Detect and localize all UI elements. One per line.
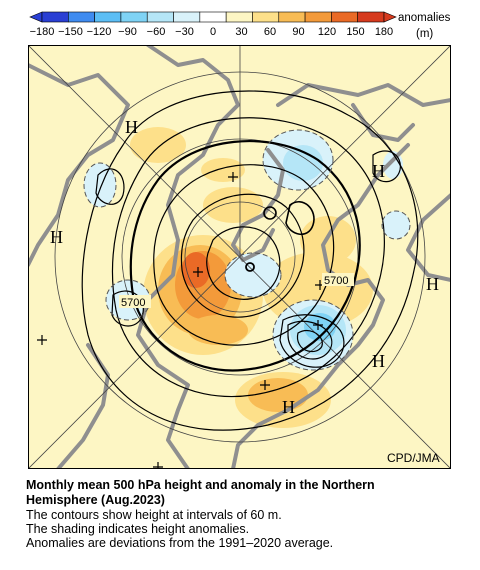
- height-contours: [81, 90, 419, 431]
- legend-tick-labels: −180 −150 −120 −90 −60 −30 0 30 60 90 120 150 180: [30, 26, 394, 38]
- high-label: H: [282, 397, 295, 417]
- legend-tick-label: −30: [175, 26, 194, 38]
- legend-tick-label: 90: [292, 26, 304, 38]
- high-pressure-labels: H H H H H H: [50, 117, 439, 417]
- caption-contour-note: The contours show height at intervals of…: [26, 508, 282, 522]
- legend-tick-label: −60: [147, 26, 166, 38]
- caption-shading-note: The shading indicates height anomalies.: [26, 522, 250, 536]
- high-label: H: [125, 117, 138, 137]
- legend-title: anomalies: [398, 12, 451, 24]
- legend-tick-label: 180: [375, 26, 393, 38]
- legend-swatch: [225, 11, 253, 23]
- legend-swatch: [252, 11, 280, 23]
- high-label: H: [426, 274, 439, 294]
- map-credit: CPD/JMA: [387, 451, 440, 465]
- legend-swatch: [68, 11, 95, 23]
- high-label: H: [372, 161, 385, 181]
- high-label: H: [50, 227, 63, 247]
- legend-swatch: [173, 11, 201, 23]
- center-markers: [37, 172, 325, 469]
- caption-anomaly-note: Anomalies are deviations from the 1991–2…: [26, 536, 334, 550]
- legend-unit: (m): [416, 28, 433, 40]
- caption-title-line1: Monthly mean 500 hPa height and anomaly …: [26, 478, 375, 492]
- legend-tick-label: 60: [264, 26, 276, 38]
- contour-label: 5700: [121, 297, 145, 309]
- legend-color-bar: [29, 11, 397, 23]
- continent-outlines: [28, 45, 451, 469]
- legend-right-arrow: [383, 11, 397, 23]
- graticule: [28, 45, 451, 469]
- legend-tick-label: −180: [30, 26, 55, 38]
- legend-tick-label: −150: [58, 26, 83, 38]
- legend-swatch: [357, 11, 385, 23]
- legend-swatch: [199, 11, 227, 23]
- caption-title-line2: Hemisphere (Aug.2023): [26, 493, 165, 507]
- legend-tick-label: 0: [210, 26, 216, 38]
- map-frame: [28, 45, 451, 469]
- legend-swatch: [120, 11, 148, 23]
- figure-caption: Monthly mean 500 hPa height and anomaly …: [26, 478, 466, 550]
- legend-tick-label: 30: [235, 26, 247, 38]
- legend-swatch: [278, 11, 306, 23]
- polar-stereographic-map: H H H H H H 5700 5700 CPD/JMA: [28, 45, 451, 469]
- positive-anomaly-shading: [130, 127, 373, 428]
- legend-swatch: [41, 11, 69, 23]
- legend-tick-label: −120: [87, 26, 112, 38]
- legend-tick-label: 120: [318, 26, 336, 38]
- legend-tick-label: 150: [346, 26, 364, 38]
- legend-swatch: [304, 11, 332, 23]
- contour-value-labels: 5700 5700: [119, 273, 354, 309]
- legend-swatch: [94, 11, 122, 23]
- legend-left-arrow: [29, 11, 43, 23]
- legend-swatch: [331, 11, 358, 23]
- legend-swatch: [146, 11, 174, 23]
- anomaly-color-legend: −180 −150 −120 −90 −60 −30 0 30 60 90 120 150 180 an…: [29, 11, 451, 40]
- legend-tick-label: −90: [118, 26, 137, 38]
- contour-label: 5700: [324, 275, 348, 287]
- high-label: H: [372, 351, 385, 371]
